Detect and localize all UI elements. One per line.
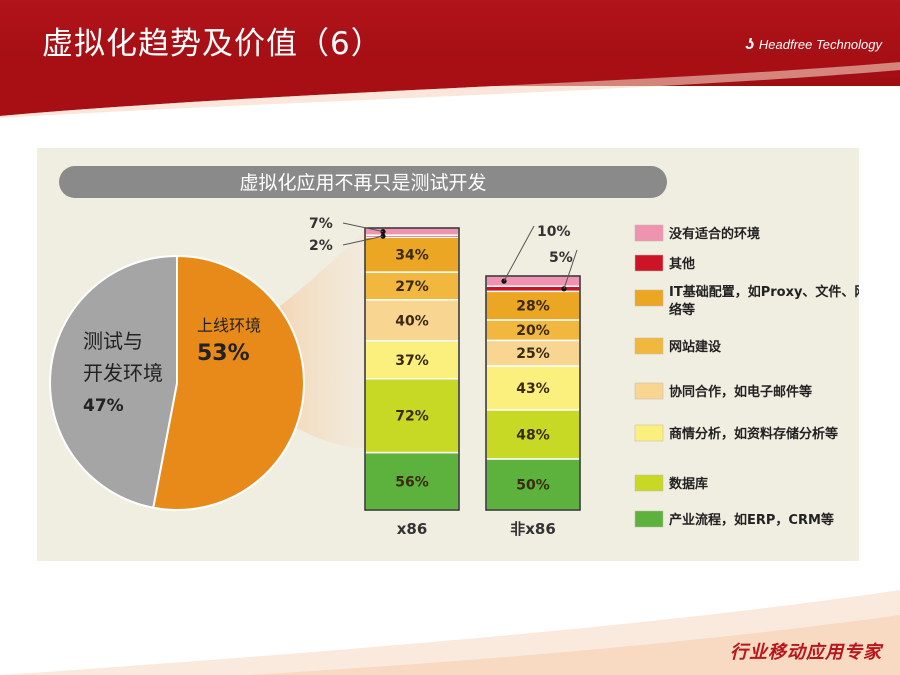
footer-slogan: 行业移动应用专家 (730, 642, 882, 663)
bar-value-label: 20% (516, 323, 550, 339)
bar-segment-1-3 (485, 339, 581, 367)
pie-value-test: 47% (83, 396, 124, 416)
legend-label: 产业流程，如ERP，CRM等 (669, 512, 834, 528)
pie-slice-production (152, 254, 305, 511)
x-axis-category-label: x86 (397, 520, 428, 538)
legend-swatch (634, 289, 664, 307)
callout-line (563, 249, 578, 289)
bar-value-label: 27% (395, 279, 429, 295)
bar-segment-0-2 (364, 340, 460, 380)
pie-label-prod: 上线环境 (197, 316, 261, 335)
brand-mark-icon: ʖ (745, 36, 754, 53)
legend-label: 其他 (669, 256, 695, 272)
bar-value-label: 56% (395, 474, 429, 490)
chart-figure: 虚拟化应用不再只是测试开发 56% 72% 37% 40% 27% 34% x86 50% 48… (49, 166, 867, 538)
pie-label-test-line2: 开发环境 (83, 361, 163, 385)
bar-value-label: 28% (516, 299, 550, 315)
pie-chart (49, 254, 305, 511)
bar-segment-1-5 (485, 290, 581, 321)
callout-value-label: 7% (309, 216, 333, 232)
callout-value-label: 5% (549, 250, 573, 266)
legend-swatch (634, 382, 664, 400)
chart-title-pill (59, 166, 667, 198)
stacked-bar-chart: 56% 72% 37% 40% 27% 34% x86 50% 48% 43% 25% 20% 28% 非… (309, 216, 581, 538)
bar-value-label: 48% (516, 427, 550, 443)
bar-segment-0-0 (364, 451, 460, 511)
callout-value-label: 10% (537, 224, 571, 240)
legend-label: IT基础配置，如Proxy、文件、网 (669, 284, 859, 300)
legend-label: 数据库 (669, 476, 708, 492)
callout-line (503, 225, 535, 282)
header-swoosh-decoration (0, 58, 900, 118)
callout-line (342, 235, 384, 246)
callout-line (342, 222, 384, 233)
legend-swatch (634, 254, 664, 272)
bar-value-label: 25% (516, 346, 550, 362)
legend-swatch (634, 224, 664, 242)
bar-value-label: 37% (395, 353, 429, 369)
bar-outline (364, 227, 460, 511)
slide-title: 虚拟化趋势及价值（6） (42, 26, 383, 62)
pie-label-test-line1: 测试与 (83, 329, 143, 353)
chart-title: 虚拟化应用不再只是测试开发 (239, 172, 486, 194)
bar-value-label: 43% (516, 381, 550, 397)
legend-label: 网站建设 (669, 339, 722, 355)
chart-panel: 虚拟化应用不再只是测试开发 56% 72% 37% 40% 27% 34% x86 50% 48… (37, 148, 867, 561)
pie-slice-test-dev (49, 254, 178, 509)
legend-label: 没有适合的环境 (669, 226, 760, 242)
pie-value-prod: 53% (197, 341, 250, 366)
legend-swatch (634, 474, 664, 492)
legend-swatch (634, 510, 664, 528)
brand-name: Headfree Technology (758, 37, 882, 52)
callout-value-label: 2% (309, 238, 333, 254)
bar-value-label: 40% (395, 313, 429, 329)
bar-segment-1-7 (485, 275, 581, 287)
bar-value-label: 34% (395, 248, 429, 264)
x-axis-category-label: 非x86 (510, 520, 556, 538)
legend-label: 商情分析，如资料存储分析等 (669, 426, 838, 442)
brand-logo: ʖ Headfree Technology (746, 36, 882, 54)
bar-outline (485, 275, 581, 511)
legend-label: 协同合作，如电子邮件等 (669, 384, 812, 400)
bar-value-label: 50% (516, 477, 550, 493)
bar-segment-0-1 (364, 377, 460, 454)
footer-swoosh-decoration (0, 590, 900, 675)
bar-value-label: 72% (395, 409, 429, 425)
bar-segment-0-3 (364, 299, 460, 342)
legend-swatch (634, 337, 664, 355)
legend-label-continued: 络等 (669, 302, 695, 318)
legend-swatch (634, 424, 664, 442)
bar-segment-0-7 (364, 227, 460, 236)
